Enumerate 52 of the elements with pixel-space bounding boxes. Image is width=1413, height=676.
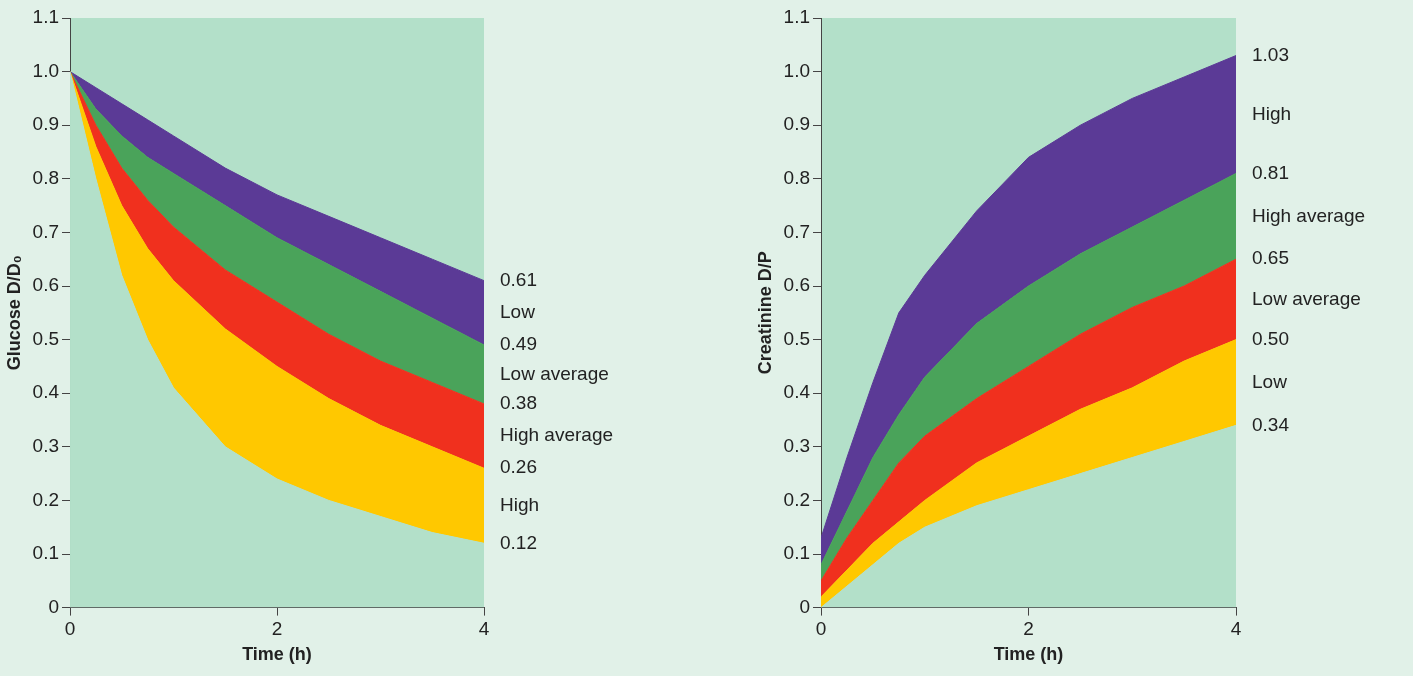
x-tick-label: 0 — [815, 618, 827, 640]
text: 1.03 — [1252, 43, 1289, 65]
series-label: Low — [500, 301, 536, 323]
y-tick-label: 0.7 — [32, 220, 60, 242]
y-tick-label: 0.3 — [32, 435, 60, 457]
y-tick-label: 1.0 — [783, 59, 811, 81]
series-label: Low — [1252, 370, 1288, 392]
text: 0.38 — [500, 392, 537, 414]
y-tick-label: 0 — [48, 595, 60, 617]
x-tick-label: 0 — [64, 618, 76, 640]
y-tick-label: 0.8 — [783, 167, 811, 189]
y-tick-label: 0.6 — [783, 274, 811, 296]
text: 0.50 — [1252, 327, 1289, 349]
y-tick-label: 1.0 — [32, 59, 60, 81]
text: 0.65 — [1252, 247, 1289, 269]
y-tick-label: 0.5 — [32, 327, 60, 349]
y-tick-label: 0.4 — [783, 381, 811, 403]
text: 0.26 — [500, 456, 537, 478]
y-tick-label: 0.9 — [32, 113, 60, 135]
y-tick-label: 0.8 — [32, 167, 60, 189]
series-label: High average — [500, 424, 614, 446]
text: 0.81 — [1252, 161, 1289, 183]
x-tick-label: 4 — [1230, 618, 1242, 640]
y-tick-label: 0.1 — [32, 542, 60, 564]
y-tick-label: 0.9 — [783, 113, 811, 135]
series-label: High average — [1252, 204, 1366, 226]
x-axis-title: Time (h) — [242, 644, 312, 665]
y-tick-label: 1.1 — [783, 6, 811, 28]
y-tick-label: 0 — [799, 595, 811, 617]
text: 0.12 — [500, 531, 537, 553]
x-tick-label: 2 — [1023, 618, 1034, 640]
y-tick-label: 0.3 — [783, 435, 811, 457]
text: 0.49 — [500, 333, 537, 355]
text: 0.61 — [500, 268, 537, 290]
y-axis-title: Glucose D/D₀ — [3, 255, 24, 371]
series-label: High — [1252, 102, 1292, 124]
x-tick-label: 2 — [271, 618, 283, 640]
y-tick-label: 0.7 — [783, 220, 811, 242]
series-label: High — [500, 493, 540, 515]
y-tick-label: 0.6 — [32, 274, 60, 296]
y-tick-label: 0.5 — [783, 327, 811, 349]
y-tick-label: 1.1 — [32, 6, 60, 28]
y-tick-label: 0.2 — [783, 488, 811, 510]
y-tick-label: 0.1 — [783, 542, 811, 564]
x-axis-title: Time (h) — [993, 644, 1064, 665]
y-tick-label: 0.4 — [32, 381, 60, 403]
y-axis-title: Creatinine D/P — [754, 251, 775, 375]
x-tick-label: 4 — [478, 618, 490, 640]
text: 0.34 — [1252, 413, 1290, 435]
series-label: Low average — [1252, 287, 1361, 309]
y-tick-label: 0.2 — [32, 488, 60, 510]
series-label: Low average — [500, 362, 609, 384]
